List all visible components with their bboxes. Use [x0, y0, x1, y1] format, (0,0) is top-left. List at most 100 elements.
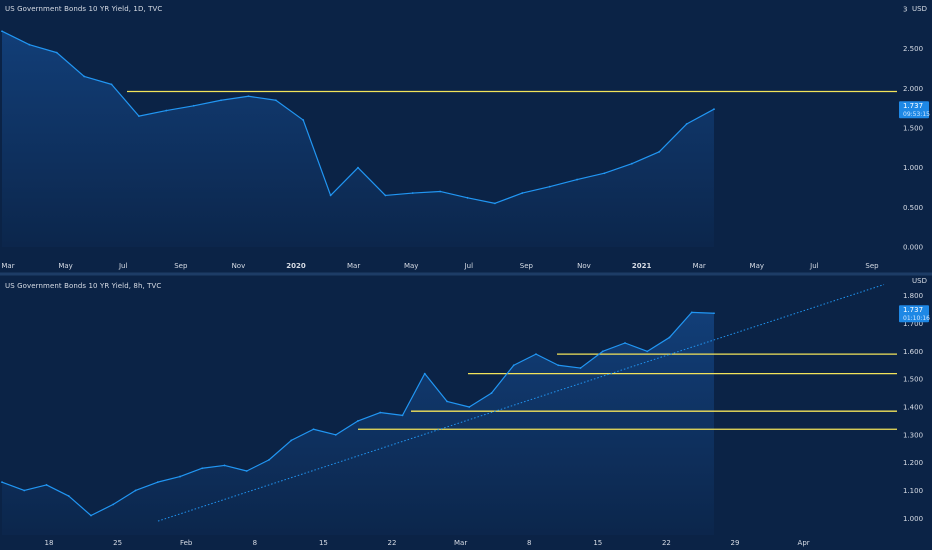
top-chart-data-point	[329, 194, 332, 197]
top-chart-y-tick-label: 2.000	[903, 85, 923, 93]
top-chart-data-point	[603, 172, 606, 175]
bottom-chart-data-point	[579, 367, 582, 369]
bottom-chart-data-point	[601, 350, 604, 353]
top-chart-y-tick-label: 2.500	[903, 45, 923, 53]
top-chart-data-point	[713, 108, 715, 111]
top-chart-x-tick-label: Jul	[809, 262, 819, 270]
bottom-chart-data-point	[690, 311, 693, 314]
top-chart-data-point	[192, 104, 195, 107]
top-chart-data-point	[138, 115, 140, 117]
bottom-chart-pane[interactable]: 1.800 1.700 1.600 1.500 1.400 1.300 1.200 1.100…	[1, 284, 930, 547]
bottom-chart-data-point	[357, 420, 359, 422]
bottom-chart-data-point	[379, 411, 382, 414]
bottom-chart-area-fill	[2, 312, 714, 535]
bottom-chart-y-tick-label: 1.600	[903, 348, 923, 356]
bottom-chart-data-point	[223, 464, 226, 467]
top-chart-data-point	[110, 83, 113, 86]
top-chart-x-tick-label: May	[58, 262, 72, 270]
top-chart-title: US Government Bonds 10 YR Yield, 1D, TVC	[5, 5, 163, 13]
bottom-chart-y-tick-label: 1.700	[903, 320, 923, 328]
bottom-chart-x-tick-label: Apr	[798, 539, 810, 547]
bottom-chart-data-point	[1, 481, 3, 484]
bottom-chart-data-point	[245, 470, 248, 472]
top-chart-data-point	[384, 194, 387, 197]
bottom-chart-x-tick-label: 8	[527, 539, 531, 547]
bottom-chart-title: US Government Bonds 10 YR Yield, 8h, TVC	[5, 282, 162, 290]
top-chart-x-tick-label: Mar	[693, 262, 706, 270]
top-chart-area-fill	[2, 31, 714, 247]
bottom-chart-x-tick-label: 25	[113, 539, 122, 547]
top-chart-x-tick-label: May	[404, 262, 418, 270]
bottom-chart-y-tick-label: 1.000	[903, 515, 923, 523]
top-chart-y-tick-label: 1.000	[903, 164, 923, 172]
top-chart-data-point	[658, 150, 661, 153]
top-chart-data-point	[1, 30, 3, 33]
top-chart-x-tick-label: Sep	[520, 262, 534, 270]
bottom-chart-data-point	[312, 428, 315, 431]
top-chart-x-tick-label: Jul	[118, 262, 128, 270]
bottom-chart-data-point	[90, 514, 92, 517]
bottom-chart-data-point	[668, 336, 671, 339]
bottom-chart-price-badge	[899, 305, 929, 323]
top-chart-data-point	[28, 43, 31, 46]
bottom-chart-y-tick-label: 1.200	[903, 459, 923, 467]
top-chart-x-tick-label: Mar	[347, 262, 360, 270]
top-chart-data-point	[685, 123, 688, 125]
bottom-chart-data-point	[201, 467, 204, 470]
bottom-chart-data-point	[268, 458, 270, 461]
bottom-chart-x-tick-label: 15	[319, 539, 328, 547]
top-chart-price-time-label: 09:53:15	[903, 111, 930, 118]
top-chart-data-point	[576, 178, 578, 181]
bottom-chart-data-point	[179, 475, 181, 478]
bottom-chart-data-point	[156, 481, 159, 484]
top-chart-y-tick-label: 1.500	[903, 125, 923, 133]
bottom-chart-trendline	[157, 284, 885, 522]
bottom-chart-x-tick-label: 15	[593, 539, 602, 547]
bottom-chart-data-point	[624, 342, 626, 344]
top-chart-data-point	[548, 185, 551, 188]
bottom-chart-x-tick-label: 22	[662, 539, 671, 547]
top-chart-data-point	[357, 166, 359, 169]
top-chart-x-tick-label: Nov	[577, 262, 591, 270]
top-chart-data-point	[411, 192, 414, 194]
bottom-chart-data-point	[713, 312, 715, 315]
bottom-chart-data-point	[290, 439, 293, 442]
bottom-chart-y-tick-label: 1.500	[903, 376, 923, 384]
bottom-chart-data-point	[490, 392, 493, 394]
bottom-chart-data-point	[446, 400, 448, 403]
top-chart-pane[interactable]: 3 2.500 2.000 1.500 1.000 0.500 0.000 Mar May Jul…	[1, 6, 930, 271]
bottom-chart-data-point	[535, 353, 537, 356]
bottom-chart-data-point	[67, 495, 70, 497]
bottom-chart-x-tick-label: 29	[731, 539, 740, 547]
top-chart-data-point	[274, 99, 277, 102]
bottom-chart-y-tick-label: 1.400	[903, 404, 923, 412]
bottom-chart-data-point	[401, 414, 404, 417]
top-chart-x-tick-label: 2021	[632, 262, 652, 270]
top-chart-unit: USD	[912, 5, 927, 13]
top-chart-data-point	[494, 202, 496, 205]
bottom-chart-x-tick-label: 22	[388, 539, 397, 547]
bottom-chart-x-tick-label: 18	[45, 539, 54, 547]
top-chart-data-point	[83, 75, 86, 78]
top-chart-data-point	[55, 51, 58, 54]
bottom-chart-data-point	[45, 484, 48, 486]
bottom-chart-data-point	[112, 503, 115, 506]
top-chart-data-point	[220, 99, 222, 102]
top-chart-y-tick-label: 0.000	[903, 244, 923, 252]
bottom-chart-y-tick-label: 1.800	[903, 292, 923, 300]
bottom-chart-data-point	[134, 489, 137, 492]
top-chart-x-tick-label: May	[750, 262, 764, 270]
top-chart-data-point	[521, 192, 524, 194]
top-chart-x-tick-label: Sep	[174, 262, 188, 270]
top-chart-x-tick-label: 2020	[286, 262, 306, 270]
top-chart-y-tick-label: 3	[903, 6, 907, 14]
bottom-chart-price-label: 1.737	[903, 306, 923, 314]
bottom-chart-data-point	[423, 372, 426, 375]
top-chart-x-tick-label: Mar	[1, 262, 14, 270]
top-chart-x-tick-label: Sep	[865, 262, 879, 270]
bottom-chart-data-point	[557, 364, 560, 367]
bottom-chart-data-point	[23, 489, 26, 492]
top-chart-price-badge	[899, 101, 929, 119]
top-chart-data-point	[302, 119, 305, 121]
